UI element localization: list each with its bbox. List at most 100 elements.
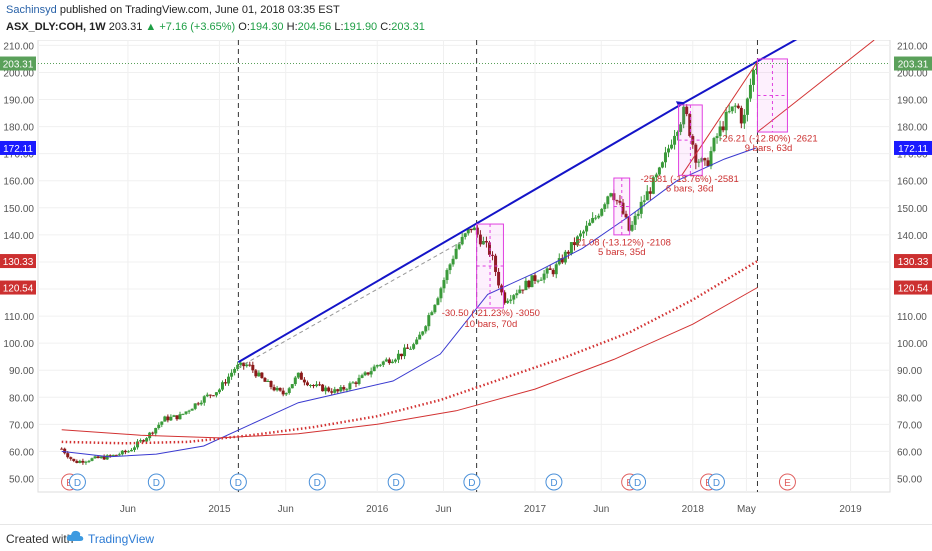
- dividend-marker: [707, 473, 725, 491]
- candle-body: [357, 377, 361, 384]
- y-tick-label-right: 170.00: [897, 150, 928, 161]
- price-tag-left: [0, 254, 36, 269]
- candle-body: [624, 213, 628, 218]
- y-tick-label-right: 70.00: [897, 420, 922, 431]
- candle-body: [670, 144, 674, 149]
- candle-body: [633, 215, 637, 225]
- footer: Created with TradingView: [0, 524, 932, 551]
- candle-body: [557, 258, 561, 265]
- candle-body: [202, 396, 206, 403]
- candle-body: [321, 384, 325, 392]
- candle-body: [627, 217, 631, 231]
- y-tick-label-left: 60.00: [9, 447, 34, 458]
- candle-body: [448, 264, 452, 271]
- candle-body: [460, 236, 464, 245]
- x-tick-label: May: [737, 504, 756, 515]
- candle-body: [233, 368, 237, 373]
- candle-body: [697, 161, 701, 163]
- candle-body: [727, 111, 731, 113]
- candle-body: [399, 353, 403, 357]
- y-tick-label-right: 180.00: [897, 123, 928, 134]
- candle-body: [751, 70, 755, 85]
- candle-body: [497, 271, 501, 286]
- candle-body: [117, 454, 121, 456]
- candle-body: [418, 334, 422, 340]
- y-tick-label-right: 100.00: [897, 339, 928, 350]
- candle-body: [673, 135, 677, 145]
- event-marker-label: D: [153, 478, 160, 489]
- price-tag-right-text: 120.54: [898, 284, 929, 295]
- candle-body: [403, 347, 407, 357]
- candle-body: [642, 200, 646, 202]
- moving-average-ma_blue: [61, 147, 757, 458]
- candle-body: [733, 105, 737, 107]
- measure-annotation: -21.08 (-13.12%) -2108: [573, 238, 671, 249]
- event-marker-label: D: [74, 478, 81, 489]
- candle-body: [439, 288, 443, 299]
- dividend-marker: [545, 473, 563, 491]
- y-tick-label-left: 200.00: [3, 68, 34, 79]
- high-label: H:: [286, 21, 298, 33]
- tradingview-brand[interactable]: TradingView: [88, 532, 155, 546]
- candle-body: [102, 456, 106, 460]
- candle-body: [236, 364, 240, 369]
- candle-body: [466, 228, 470, 234]
- candle-body: [636, 213, 640, 216]
- measure-annotation: -25.81 (-13.76%) -2581: [641, 174, 739, 185]
- measure-annotation: 9 bars, 63d: [745, 143, 793, 154]
- price-tag-left: [0, 140, 36, 155]
- price-tag-left-text: 130.33: [3, 257, 34, 268]
- candle-body: [63, 448, 67, 454]
- price-tag-right-text: 130.33: [898, 257, 929, 268]
- candle-body: [208, 394, 212, 396]
- price-tag-left-text: 203.31: [3, 60, 34, 71]
- y-tick-label-left: 180.00: [3, 123, 34, 134]
- candle-body: [366, 372, 370, 375]
- candle-body: [172, 415, 176, 417]
- candle-body: [363, 372, 367, 376]
- candle-body: [230, 372, 234, 377]
- candle-body: [409, 348, 413, 350]
- candle-body: [266, 380, 270, 382]
- open-value: 194.30: [249, 21, 284, 33]
- y-tick-label-left: 100.00: [3, 339, 34, 350]
- y-tick-label-right: 140.00: [897, 231, 928, 242]
- candle-body: [330, 391, 334, 393]
- candle-body: [606, 196, 610, 205]
- candle-body: [463, 233, 467, 237]
- candle-body: [472, 227, 476, 231]
- trendline-blue: [237, 101, 686, 363]
- candle-body: [412, 344, 416, 349]
- candle-body: [518, 289, 522, 294]
- y-tick-label-right: 190.00: [897, 96, 928, 107]
- author-link[interactable]: Sachinsyd: [6, 4, 57, 16]
- candle-body: [585, 225, 589, 232]
- trendline-red: [757, 40, 875, 133]
- candle-body: [533, 275, 537, 281]
- candle-body: [81, 460, 85, 463]
- y-tick-label-right: 50.00: [897, 474, 922, 485]
- candle-body: [645, 191, 649, 201]
- candle-body: [217, 389, 221, 393]
- close-value: 203.31: [391, 21, 425, 33]
- measure-annotation: 5 bars, 35d: [598, 247, 646, 258]
- candle-body: [169, 416, 173, 421]
- candle-body: [318, 384, 322, 386]
- measure-annotation: 6 bars, 36d: [666, 184, 714, 195]
- candle-body: [284, 392, 288, 395]
- dividend-marker: [629, 473, 647, 491]
- candle-body: [378, 364, 382, 366]
- candle-body: [406, 347, 410, 349]
- candle-body: [754, 68, 758, 71]
- candle-body: [484, 241, 488, 243]
- candle-body: [99, 456, 103, 459]
- candle-body: [257, 372, 261, 377]
- candle-body: [542, 273, 546, 280]
- symbol-label: ASX_DLY:COH, 1W: [6, 21, 106, 33]
- candle-body: [536, 280, 540, 282]
- candle-body: [475, 227, 479, 235]
- price-chart[interactable]: 50.00 50.00 60.00 60.00 70.00 70.00 80.00 80.00…: [0, 40, 932, 524]
- x-tick-label: 2019: [839, 504, 862, 515]
- candle-body: [132, 447, 136, 450]
- candle-body: [667, 148, 671, 153]
